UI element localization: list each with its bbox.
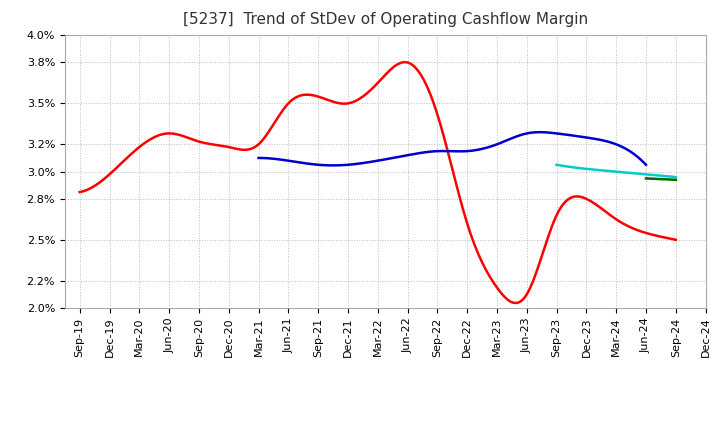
3 Years [620, 221, 629, 227]
7 Years [552, 162, 561, 167]
7 Years [653, 173, 662, 178]
3 Years [400, 59, 409, 65]
5 Years [256, 155, 264, 161]
5 Years [608, 140, 616, 146]
10 Years [672, 177, 680, 183]
3 Years [432, 109, 441, 114]
5 Years [492, 142, 501, 147]
3 Years [76, 189, 84, 194]
5 Years [536, 129, 544, 135]
3 Years [442, 144, 451, 149]
7 Years [553, 162, 562, 168]
3 Years [672, 237, 680, 242]
5 Years [328, 163, 337, 168]
Line: 3 Years: 3 Years [80, 62, 676, 303]
7 Years [623, 170, 631, 175]
Line: 7 Years: 7 Years [557, 165, 676, 177]
Title: [5237]  Trend of StDev of Operating Cashflow Margin: [5237] Trend of StDev of Operating Cashf… [183, 12, 588, 27]
7 Years [660, 173, 669, 179]
Line: 5 Years: 5 Years [258, 132, 646, 165]
5 Years [642, 162, 650, 167]
10 Years [642, 176, 650, 181]
3 Years [431, 103, 439, 108]
7 Years [624, 170, 632, 175]
5 Years [486, 144, 495, 149]
7 Years [672, 174, 680, 180]
5 Years [583, 135, 592, 140]
3 Years [512, 301, 521, 306]
3 Years [582, 196, 590, 202]
Line: 10 Years: 10 Years [646, 179, 676, 180]
5 Years [254, 155, 263, 161]
5 Years [485, 144, 493, 150]
3 Years [77, 189, 86, 194]
7 Years [625, 170, 634, 176]
